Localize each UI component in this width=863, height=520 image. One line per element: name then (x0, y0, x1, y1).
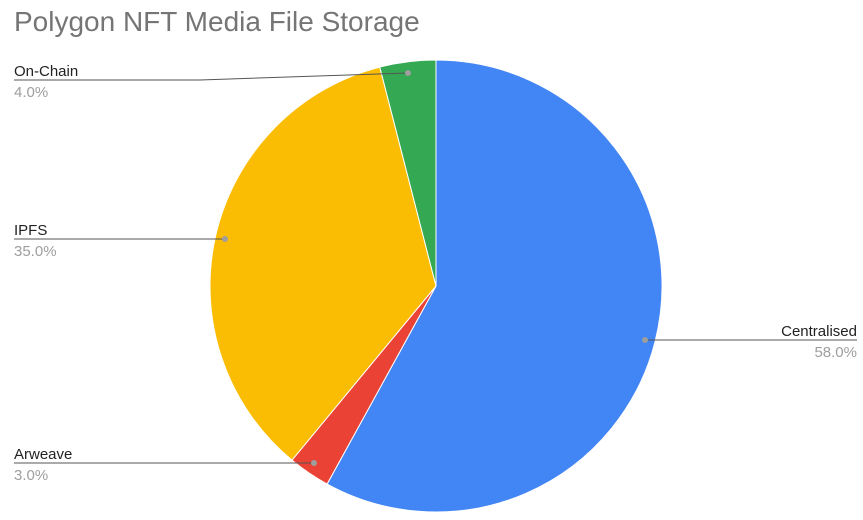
slice-value: 58.0% (814, 344, 857, 361)
chart-title: Polygon NFT Media File Storage (14, 6, 420, 37)
slice-label: Centralised (781, 323, 857, 340)
pie-slice-centralised (326, 59, 663, 513)
leader-dot (642, 337, 648, 343)
slice-label: On-Chain (14, 63, 78, 80)
pie-slice-ipfs (209, 66, 437, 461)
slice-label: Arweave (14, 446, 72, 463)
leader-dot (311, 460, 317, 466)
slice-value: 4.0% (14, 84, 48, 101)
slice-value: 35.0% (14, 243, 57, 260)
leader-dot (222, 236, 228, 242)
slice-label: IPFS (14, 222, 47, 239)
pie-slice-on-chain (379, 59, 437, 287)
slice-value: 3.0% (14, 467, 48, 484)
leader-dot (405, 70, 411, 76)
leader-line (14, 72, 409, 81)
